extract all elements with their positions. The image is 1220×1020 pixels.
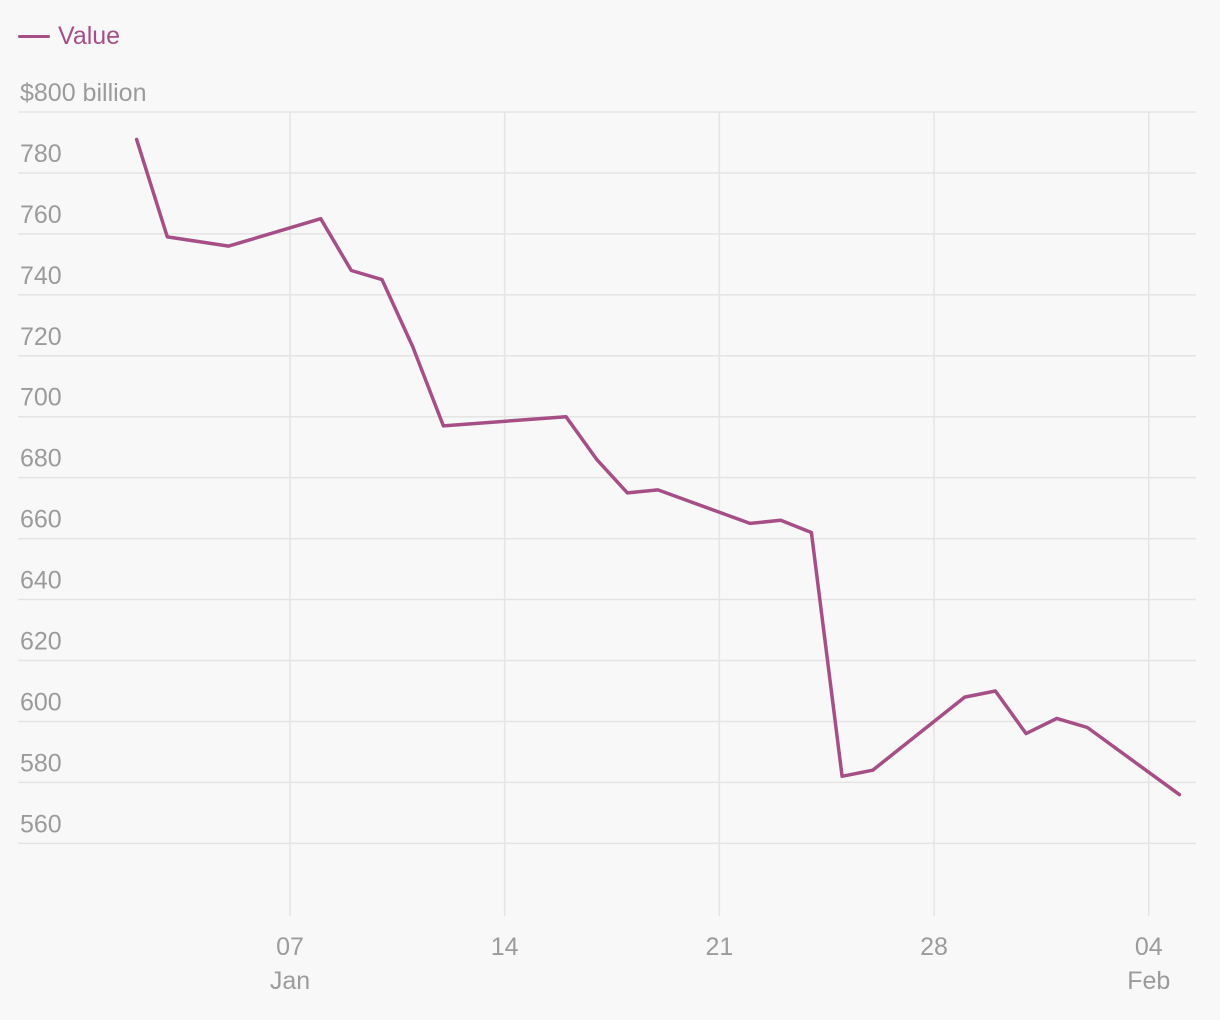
- y-tick-label: 560: [20, 810, 62, 838]
- x-tick-label: 28: [920, 933, 948, 961]
- y-tick-label: 660: [20, 506, 62, 534]
- y-tick-label: 600: [20, 688, 62, 716]
- y-tick-label: 580: [20, 749, 62, 777]
- y-tick-label: 740: [20, 262, 62, 290]
- y-tick-label: 780: [20, 140, 62, 168]
- y-tick-label: 680: [20, 445, 62, 473]
- y-tick-label: 640: [20, 567, 62, 595]
- y-tick-label: 700: [20, 384, 62, 412]
- legend-swatch: [18, 35, 50, 38]
- x-tick-month-label: Feb: [1127, 967, 1170, 995]
- x-tick-month-label: Jan: [270, 967, 310, 995]
- x-tick-label: 07: [276, 933, 304, 961]
- axes: $800 billion 780 760 740 720 700 680 660 640 620 6…: [20, 79, 1170, 995]
- x-tick-label: 04: [1135, 933, 1163, 961]
- y-tick-label: 620: [20, 628, 62, 656]
- legend[interactable]: Value: [18, 22, 120, 51]
- y-tick-label: 760: [20, 201, 62, 229]
- series-line-value[interactable]: [134, 137, 1182, 797]
- x-tick-label: 21: [705, 933, 733, 961]
- y-tick-label: 720: [20, 323, 62, 351]
- x-tick-label: 14: [491, 933, 519, 961]
- grid: [18, 111, 1196, 916]
- y-axis-unit-label: $800 billion: [20, 79, 147, 107]
- legend-label: Value: [58, 22, 121, 50]
- series-layer: [134, 137, 1182, 797]
